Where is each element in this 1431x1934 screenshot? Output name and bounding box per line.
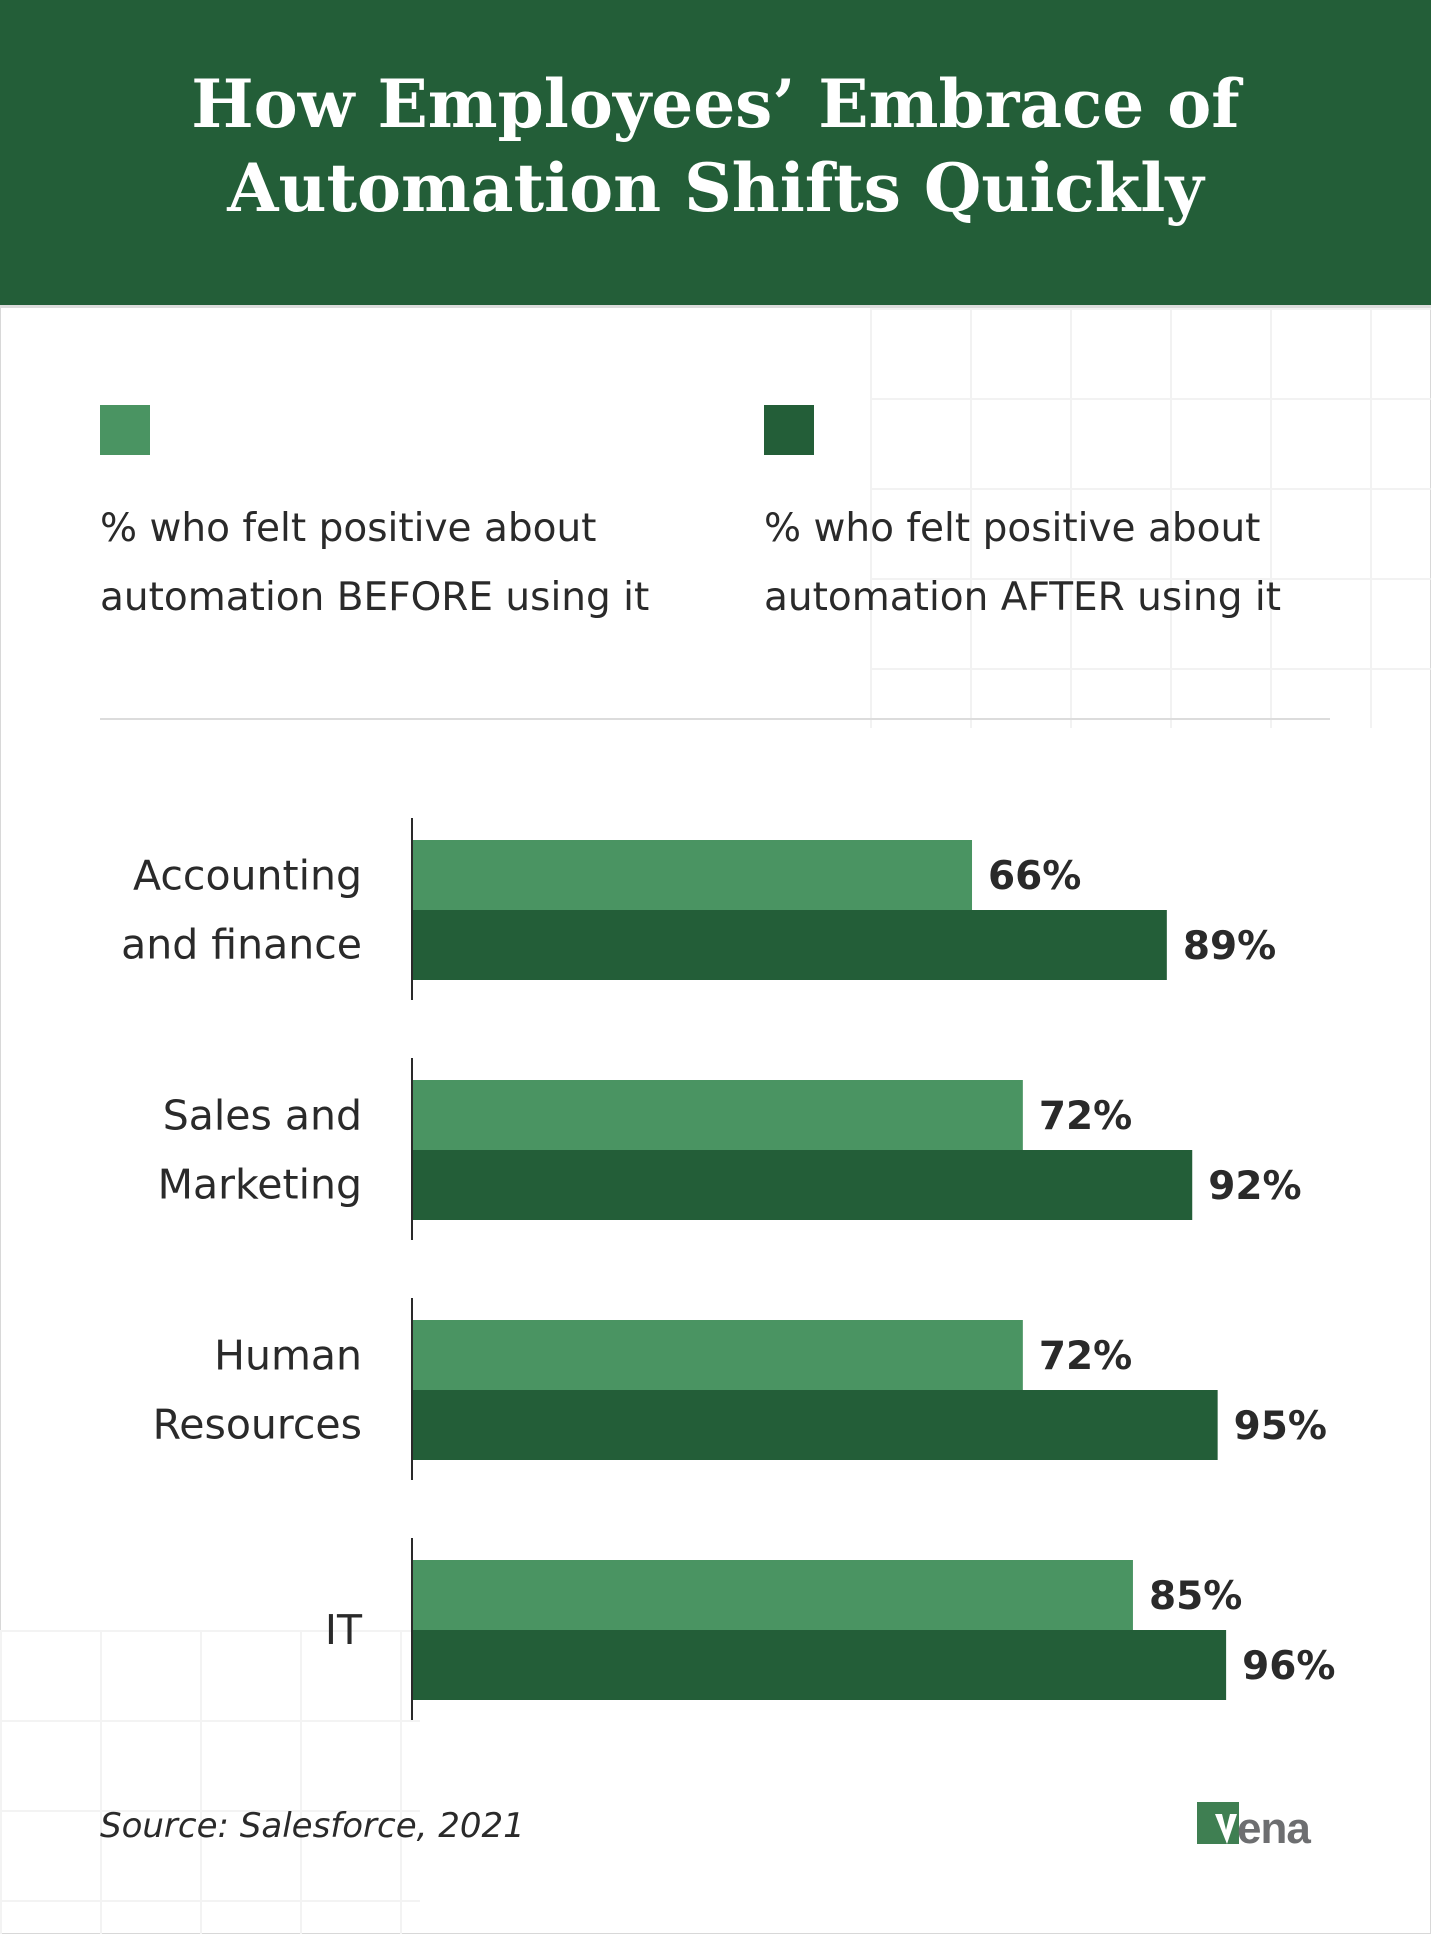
data-label: 89% [1183,924,1276,969]
data-label: 72% [1039,1334,1132,1379]
bar-before [413,1320,1023,1390]
bar-after [413,1150,1193,1220]
bar-after [413,910,1167,980]
title-line-2: Automation Shifts Quickly [227,149,1204,227]
bar-before [413,1080,1023,1150]
source-note: Source: Salesforce, 2021 [100,1806,525,1846]
header-banner: How Employees’ Embrace of Automation Shi… [0,0,1431,308]
category-label: Resources [153,1401,362,1449]
category-label: IT [325,1606,363,1654]
legend-swatch-before [100,405,150,455]
data-label: 95% [1234,1404,1327,1449]
legend-label-after: % who felt positive about automation AFT… [764,494,1281,632]
background-grid [0,1630,420,1934]
svg-text:ena: ena [1237,1804,1311,1846]
data-label: 72% [1039,1094,1132,1139]
legend-line: automation BEFORE using it [100,575,650,620]
legend-label-before: % who felt positive about automation BEF… [100,494,649,632]
bar-after [413,1390,1218,1460]
bar-before [413,840,973,910]
title-line-1: How Employees’ Embrace of [191,65,1240,143]
data-label: 92% [1208,1164,1301,1209]
legend-line: % who felt positive about [100,506,597,551]
data-label: 66% [988,854,1081,899]
data-label: 96% [1242,1644,1335,1689]
category-label: Marketing [158,1161,362,1209]
data-label: 85% [1149,1574,1242,1619]
legend-swatch-after [764,405,814,455]
category-label: Human [214,1332,362,1380]
background-grid [870,308,1431,728]
bar-after [413,1630,1227,1700]
category-label: and finance [121,921,362,969]
legend-line: automation AFTER using it [764,575,1282,620]
divider [100,718,1330,720]
category-label: Accounting [133,852,362,900]
bar-before [413,1560,1133,1630]
legend-line: % who felt positive about [764,506,1261,551]
chart-title: How Employees’ Embrace of Automation Shi… [0,62,1431,230]
category-label: Sales and [163,1092,362,1140]
vena-logo: ena [1197,1802,1312,1846]
